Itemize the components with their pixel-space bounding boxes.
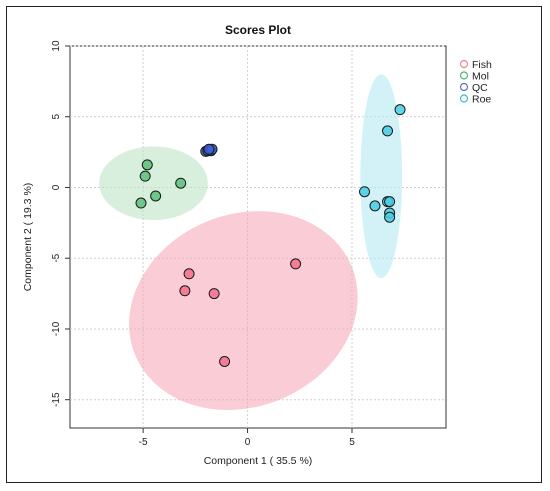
y-axis-title: Component 2 ( 19.3 %): [22, 183, 34, 292]
point-roe-7: [384, 211, 396, 223]
point-fish-0: [183, 268, 195, 280]
scores-plot-chart: -5 0 5 -15 -10 -5 0 5 10 Scores Plot Component 1…: [22, 23, 492, 467]
x-tick-label-2: 5: [349, 437, 355, 448]
y-tick-label-1: -10: [51, 321, 62, 336]
point-mol-2: [175, 177, 187, 189]
y-tick-label-4: 5: [51, 114, 62, 120]
x-tick-label-0: -5: [139, 437, 148, 448]
point-mol-0: [141, 159, 153, 171]
point-roe-2: [359, 186, 371, 198]
point-mol-1: [139, 170, 151, 182]
x-axis-title: Component 1 ( 35.5 %): [204, 455, 313, 467]
y-tick-label-3: 0: [51, 184, 62, 190]
point-roe-1: [382, 125, 394, 137]
point-roe-3: [369, 200, 381, 212]
point-roe-5: [384, 196, 396, 208]
point-mol-3: [150, 190, 162, 202]
legend-label-fish: Fish: [472, 59, 492, 71]
legend-marker-mol: [459, 71, 469, 80]
chart-frame: -5 0 5 -15 -10 -5 0 5 10 Scores Plot Component 1…: [6, 6, 542, 483]
x-tick-label-1: 0: [245, 437, 251, 448]
legend-marker-qc: [459, 82, 469, 92]
data-points: [135, 104, 406, 368]
point-roe-0: [394, 104, 406, 116]
point-fish-3: [290, 258, 302, 270]
legend-label-mol: Mol: [472, 70, 489, 82]
y-tick-label-0: -15: [51, 392, 62, 407]
point-fish-2: [208, 288, 220, 300]
ellipse-mol: [99, 146, 208, 221]
confidence-ellipses: [99, 74, 403, 410]
point-fish-1: [179, 285, 191, 297]
point-qc-5: [203, 143, 215, 155]
y-tick-label-5: 10: [51, 40, 62, 52]
legend-label-qc: QC: [472, 82, 488, 94]
point-fish-4: [219, 356, 231, 368]
legend-label-roe: Roe: [472, 93, 491, 105]
y-tick-label-2: -5: [51, 253, 62, 262]
axes: -5 0 5 -15 -10 -5 0 5 10: [51, 40, 355, 448]
legend-marker-fish: [459, 59, 469, 69]
legend-marker-roe: [459, 94, 469, 103]
plot-title: Scores Plot: [225, 23, 291, 37]
point-mol-4: [135, 197, 147, 209]
ellipse-fish: [129, 211, 358, 410]
ellipse-roe: [360, 74, 403, 279]
